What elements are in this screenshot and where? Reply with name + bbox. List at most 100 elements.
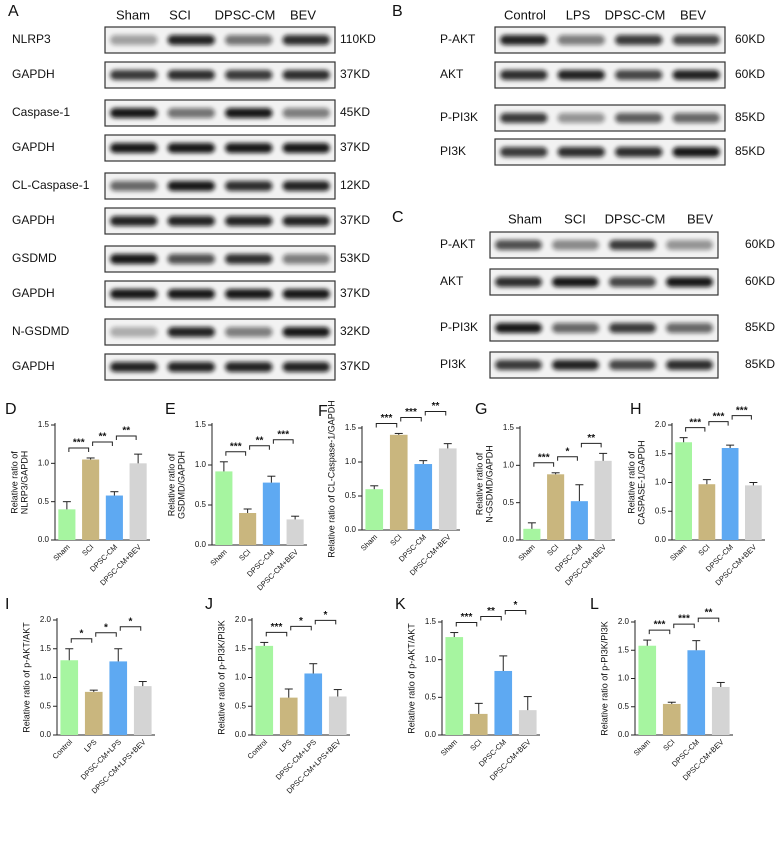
- size-label: 110KD: [340, 32, 376, 46]
- lane-label: BEV: [290, 7, 316, 22]
- significance-label: ***: [689, 417, 701, 428]
- y-tick-label: 1.5: [345, 423, 357, 432]
- y-tick-label: 1.5: [40, 644, 52, 653]
- x-tick-label: DPSC-CM+BEV: [713, 542, 758, 587]
- y-tick-label: 0.5: [655, 506, 667, 515]
- significance-label: ***: [230, 441, 242, 452]
- significance-label: *: [514, 600, 518, 611]
- size-label: 85KD: [735, 144, 765, 158]
- protein-label: GSDMD: [12, 251, 57, 265]
- y-axis-label: Relative ratio of: [474, 452, 484, 515]
- y-axis-label: Relative ratio of CL-Caspase-1/GAPDH: [326, 400, 336, 558]
- blot-band: [672, 113, 720, 123]
- significance-label: ***: [678, 614, 690, 625]
- bar: [438, 448, 457, 530]
- blot-strip: [489, 268, 719, 296]
- blot-band: [110, 70, 158, 80]
- panel-letter: C: [392, 209, 404, 226]
- blot-band: [282, 70, 330, 80]
- blot-band: [167, 216, 215, 226]
- bar: [304, 673, 323, 735]
- blot-band: [666, 240, 713, 250]
- significance-bracket: [708, 421, 729, 426]
- bar: [414, 464, 433, 530]
- y-tick-label: 1.0: [195, 460, 207, 469]
- significance-label: *: [129, 616, 133, 627]
- blot-strip: [104, 353, 336, 381]
- bar: [133, 686, 152, 735]
- y-tick-label: 1.0: [503, 460, 515, 469]
- blot-band: [282, 289, 330, 299]
- lane-label: Control: [504, 7, 546, 22]
- lane-label: Sham: [508, 211, 542, 226]
- significance-bracket: [504, 610, 527, 615]
- protein-label: N-GSDMD: [12, 324, 70, 338]
- blot-band: [282, 216, 330, 226]
- size-label: 12KD: [340, 178, 370, 192]
- panel-letter: J: [205, 596, 213, 613]
- bar: [638, 645, 657, 735]
- blot-strip: [489, 231, 719, 259]
- panel-letter: B: [392, 3, 403, 20]
- y-tick-label: 1.5: [235, 644, 247, 653]
- significance-label: *: [104, 622, 108, 633]
- y-axis-label: Relative ratio of: [9, 451, 19, 514]
- blot-band: [225, 289, 273, 299]
- panel-letter: D: [5, 401, 17, 418]
- panel-letter: A: [8, 3, 19, 20]
- y-tick-label: 0.5: [618, 702, 630, 711]
- protein-label: GAPDH: [12, 67, 55, 81]
- bar: [721, 448, 739, 540]
- lane-label: Sham: [116, 7, 150, 22]
- blot-strip: [104, 245, 336, 273]
- blot-band: [609, 277, 656, 287]
- size-label: 53KD: [340, 251, 370, 265]
- blot-band: [672, 35, 720, 45]
- y-tick-label: 1.5: [655, 449, 667, 458]
- bar: [286, 519, 304, 545]
- blot-strip: [104, 26, 336, 54]
- size-label: 60KD: [745, 274, 775, 288]
- size-label: 85KD: [735, 110, 765, 124]
- y-axis-label: Relative ratio of p-PI3K/PI3K: [216, 620, 226, 735]
- y-tick-label: 0.5: [503, 498, 515, 507]
- blot-band: [495, 240, 542, 250]
- significance-label: *: [80, 628, 84, 639]
- y-axis-label: CASPASE-1/GAPDH: [636, 440, 646, 524]
- significance-label: ***: [73, 438, 85, 449]
- blot-strip: [104, 134, 336, 162]
- blot-band: [500, 35, 548, 45]
- blot-band: [615, 70, 663, 80]
- y-tick-label: 0.5: [195, 500, 207, 509]
- x-tick-label: Sham: [668, 542, 688, 562]
- blot-band: [557, 70, 605, 80]
- significance-label: **: [705, 608, 713, 619]
- panel-letter: K: [395, 596, 406, 613]
- blot-band: [282, 254, 330, 264]
- significance-bracket: [731, 415, 752, 420]
- blot-band: [615, 35, 663, 45]
- significance-bracket: [314, 619, 337, 625]
- x-tick-label: SCI: [237, 547, 252, 562]
- y-tick-label: 0.0: [655, 535, 667, 544]
- bar: [711, 686, 730, 735]
- blot-band: [167, 143, 215, 153]
- lane-label: BEV: [687, 211, 713, 226]
- panel-letter: H: [630, 401, 642, 418]
- protein-label: P-AKT: [440, 32, 476, 46]
- bar: [570, 501, 588, 540]
- bar: [365, 489, 384, 530]
- panel-letter: G: [475, 401, 487, 418]
- significance-label: *: [324, 610, 328, 621]
- bar: [262, 482, 280, 545]
- lane-label: SCI: [169, 7, 191, 22]
- size-label: 60KD: [745, 237, 775, 251]
- y-axis-label: Relative ratio of p-AKT/AKT: [21, 622, 31, 733]
- blot-band: [225, 254, 273, 264]
- blot-band: [110, 143, 158, 153]
- y-tick-label: 1.0: [618, 674, 630, 683]
- panel-letter: F: [318, 403, 328, 420]
- significance-label: ***: [405, 407, 417, 418]
- significance-label: ***: [461, 612, 473, 623]
- y-tick-label: 0.5: [345, 491, 357, 500]
